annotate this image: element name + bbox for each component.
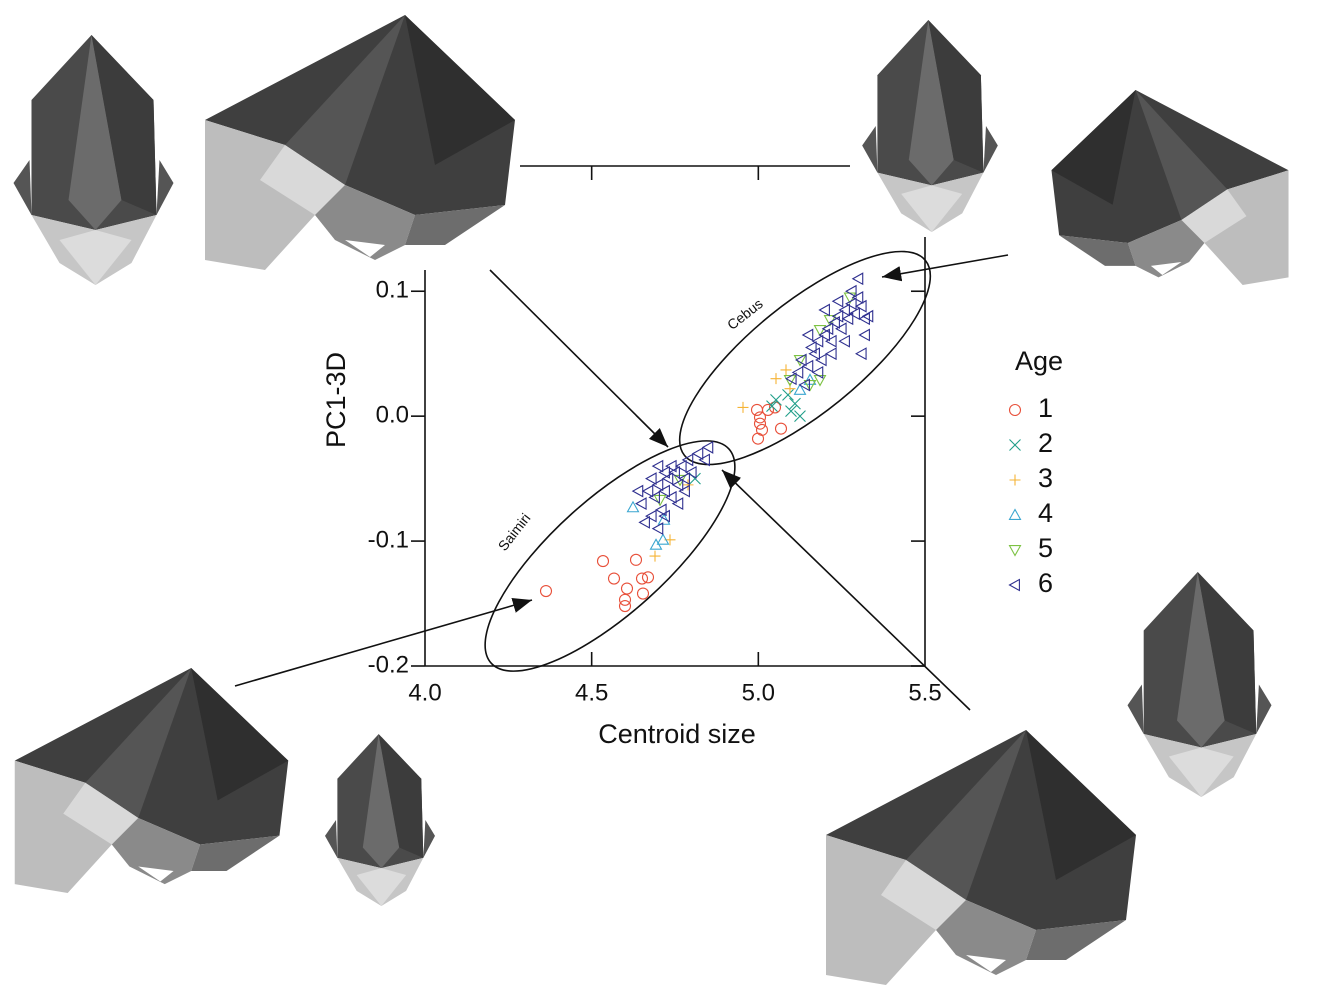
point [598, 556, 609, 567]
point [631, 554, 642, 565]
point [820, 304, 830, 315]
x-tick-label: 5.5 [908, 679, 941, 706]
point [815, 326, 826, 336]
point [541, 586, 552, 597]
point [803, 361, 813, 372]
point [813, 336, 823, 347]
legend-marker [1010, 510, 1021, 520]
point [655, 495, 666, 505]
point [653, 479, 663, 490]
point [836, 323, 846, 334]
point [666, 492, 676, 503]
point [693, 448, 703, 459]
point [826, 336, 836, 347]
y-tick-label: 0.0 [376, 402, 409, 429]
x-axis-title: Centroid size [598, 719, 756, 749]
point [620, 601, 631, 612]
point [673, 498, 683, 509]
point [643, 486, 653, 497]
y-tick-label: -0.1 [368, 526, 409, 553]
figure: Cebus Saimiri Centroid size PC1-3D Age 4… [0, 0, 1320, 985]
point [776, 423, 787, 434]
point [803, 329, 813, 340]
y-tick-label: -0.2 [368, 651, 409, 678]
x-tick-label: 4.0 [408, 679, 441, 706]
point [703, 442, 713, 453]
group-label: Cebus [724, 295, 766, 333]
point [840, 336, 850, 347]
x-tick-label: 4.5 [575, 679, 608, 706]
legend-label: 6 [1038, 568, 1053, 598]
point [860, 329, 870, 340]
point [686, 467, 696, 478]
point [653, 461, 663, 472]
point [757, 424, 768, 435]
point [622, 583, 633, 594]
point [636, 498, 646, 509]
point [816, 354, 826, 365]
point [781, 364, 792, 375]
legend-label: 4 [1038, 498, 1053, 528]
point [856, 348, 866, 359]
point [853, 273, 863, 284]
point [753, 433, 764, 444]
point [795, 384, 806, 394]
point [638, 588, 649, 599]
point [826, 348, 836, 359]
legend-marker [1010, 405, 1021, 416]
x-tick-label: 5.0 [742, 679, 775, 706]
point [771, 394, 782, 405]
point [640, 517, 650, 528]
skull-renders [14, 15, 1289, 985]
point [646, 511, 656, 522]
point [643, 572, 654, 583]
point [793, 367, 803, 378]
point [620, 594, 631, 605]
point [646, 473, 656, 484]
legend-label: 3 [1038, 463, 1053, 493]
legend-label: 2 [1038, 428, 1053, 458]
point [755, 418, 766, 429]
point [633, 486, 643, 497]
legend-marker [1010, 546, 1021, 556]
legend-label: 1 [1038, 393, 1053, 423]
point [833, 296, 843, 307]
point [738, 402, 749, 413]
group-label: Saimiri [495, 510, 534, 554]
point [752, 404, 763, 415]
y-axis-title: PC1-3D [321, 352, 351, 448]
point [650, 551, 661, 562]
y-tick-label: 0.1 [376, 277, 409, 304]
legend-marker [1010, 440, 1021, 451]
point [676, 461, 686, 472]
legend-label: 5 [1038, 533, 1053, 563]
legend-marker [1010, 580, 1020, 591]
point [783, 389, 794, 400]
legend-title: Age [1015, 346, 1063, 376]
legend-marker [1010, 475, 1021, 486]
point [609, 573, 620, 584]
point [771, 373, 782, 384]
